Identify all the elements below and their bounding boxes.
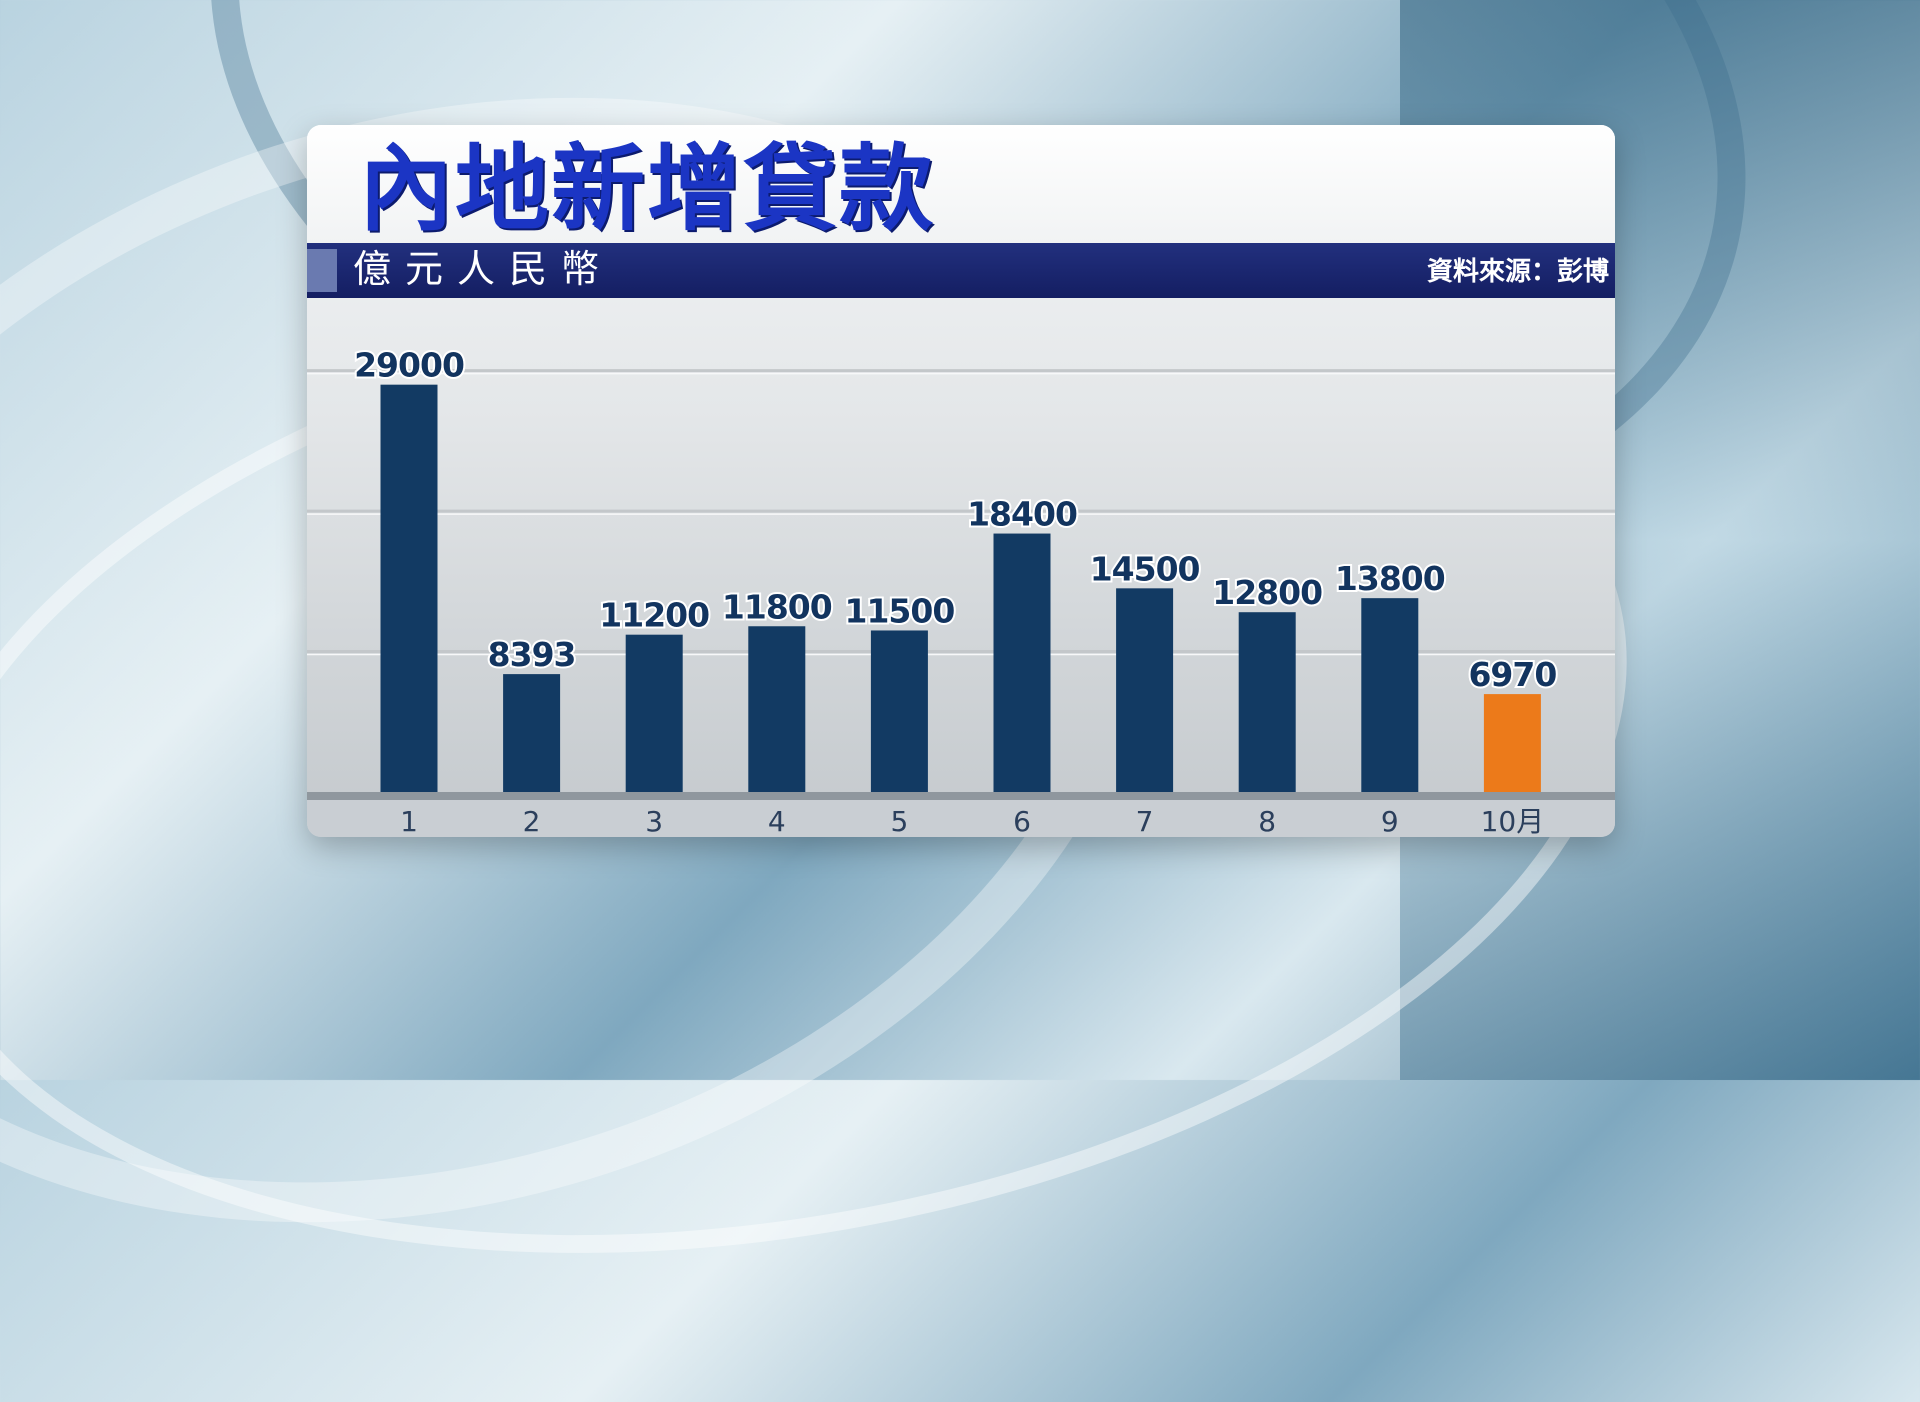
title-area: 內地新增貸款 [307,125,1615,244]
subtitle-bar: 億元人民幣 資料來源：彭博 [307,243,1615,298]
x-tick-label: 7 [1136,805,1154,837]
bar-1 [380,384,438,792]
bar-value-label: 11200 [599,596,709,635]
bar-8 [1238,612,1296,792]
bar-value-label: 8393 [488,635,576,674]
bar-4 [748,626,806,792]
data-source: 資料來源：彭博 [1426,257,1609,287]
x-tick-label: 6 [1013,805,1031,837]
x-axis-line [307,792,1615,800]
x-tick-label: 10月 [1481,805,1545,837]
bar-7 [1116,588,1174,792]
x-tick-label: 2 [523,805,541,837]
bar-value-label: 13800 [1335,559,1445,598]
subtitle-bar-accent [307,249,337,292]
chart-title: 內地新增貸款 [359,135,936,244]
x-axis-band [307,800,1615,837]
bar-5 [870,630,928,792]
x-tick-label: 3 [645,805,663,837]
bar-value-label: 18400 [967,495,1077,534]
x-tick-label: 5 [890,805,908,837]
bar-value-label: 29000 [354,346,464,385]
bar-10月 [1483,694,1541,792]
x-tick-label: 1 [400,805,418,837]
x-tick-label: 9 [1381,805,1399,837]
chart-subtitle-unit: 億元人民幣 [353,247,614,291]
bar-value-label: 11500 [844,591,954,630]
bar-chart: 29000 1 8393 2 11200 3 11800 4 11500 5 18400 6 14500… [307,344,1615,837]
bar-3 [625,634,683,792]
x-tick-label: 4 [768,805,786,837]
bar-value-label: 6970 [1468,655,1556,694]
chart-panel: 內地新增貸款 億元人民幣 資料來源：彭博 29000 1 8393 2 11200 3 11… [307,125,1615,837]
bar-9 [1361,598,1419,792]
x-tick-label: 8 [1258,805,1276,837]
bar-6 [993,533,1051,792]
bar-value-label: 14500 [1090,549,1200,588]
bar-value-label: 11800 [722,587,832,626]
bar-value-label: 12800 [1212,573,1322,612]
bar-2 [503,674,561,792]
